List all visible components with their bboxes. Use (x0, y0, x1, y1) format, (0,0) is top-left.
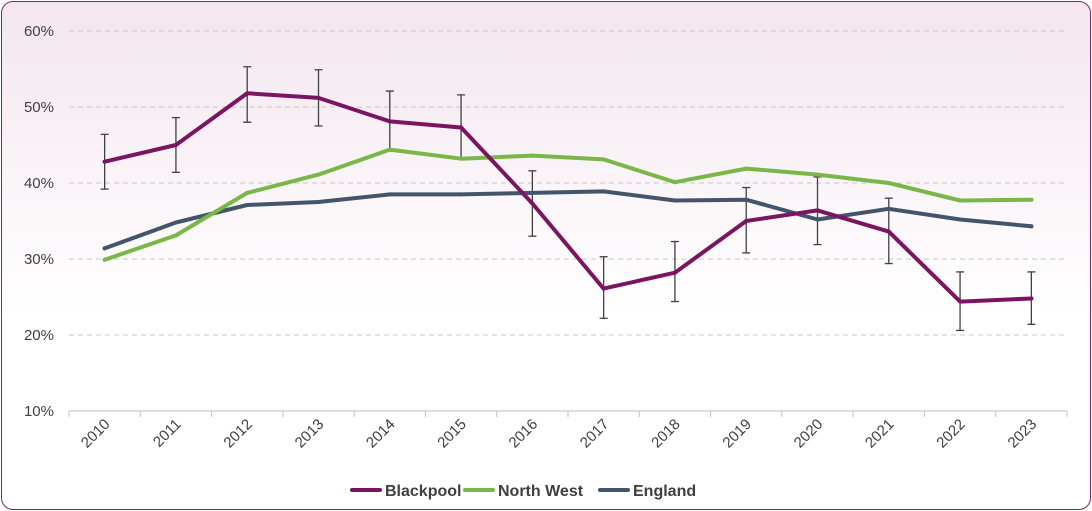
legend-item-england: England (598, 483, 696, 500)
x-tick-label: 2017 (577, 416, 613, 452)
y-axis-ticks: 10% 20% 30% 40% 50% 60% (24, 23, 54, 420)
data-point-blackpool (173, 143, 178, 147)
y-tick-label: 40% (24, 175, 54, 192)
data-point-blackpool (387, 119, 392, 124)
data-point-blackpool (102, 159, 107, 164)
series-line-north-west (102, 147, 1034, 262)
data-point-north-west (530, 153, 535, 158)
data-point-england (387, 192, 392, 197)
data-point-england (815, 217, 820, 222)
series-line-england (102, 189, 1034, 251)
data-point-blackpool (815, 208, 820, 213)
data-point-england (1029, 224, 1034, 229)
x-tick-label: 2019 (719, 416, 755, 452)
data-point-north-west (958, 198, 963, 203)
x-tick-label: 2010 (78, 416, 114, 452)
legend-item-blackpool: Blackpool (350, 483, 461, 500)
x-tick-label: 2012 (220, 416, 256, 452)
y-tick-label: 60% (24, 23, 54, 40)
legend-label: North West (498, 483, 584, 500)
series-line-blackpool (102, 91, 1034, 304)
legend-label: England (633, 483, 696, 500)
data-point-england (958, 217, 963, 222)
data-point-england (886, 206, 891, 211)
data-point-north-west (815, 172, 820, 177)
data-point-north-west (387, 147, 392, 152)
y-tick-label: 10% (24, 403, 54, 420)
legend: Blackpool North West England (350, 483, 696, 500)
x-tick-label: 2014 (363, 416, 399, 452)
x-tick-label: 2018 (648, 416, 684, 452)
data-point-england (173, 220, 178, 225)
data-point-north-west (1029, 197, 1034, 202)
data-point-england (530, 190, 535, 195)
data-point-blackpool (459, 125, 464, 130)
x-tick-label: 2023 (1005, 416, 1041, 452)
y-tick-label: 30% (24, 251, 54, 268)
data-point-blackpool (1029, 296, 1034, 301)
legend-item-north-west: North West (463, 483, 584, 500)
data-point-england (601, 189, 606, 194)
data-point-blackpool (530, 201, 535, 206)
data-point-england (744, 197, 749, 202)
data-point-north-west (744, 166, 749, 171)
data-point-blackpool (744, 219, 749, 223)
data-point-north-west (601, 157, 606, 162)
x-tick-label: 2016 (506, 416, 542, 452)
data-point-north-west (102, 257, 107, 262)
data-point-north-west (245, 190, 250, 195)
series-lines (102, 91, 1034, 304)
data-point-blackpool (886, 229, 891, 234)
gridlines (69, 30, 1067, 412)
x-tick-label: 2022 (933, 416, 969, 452)
data-point-blackpool (245, 91, 250, 96)
data-point-england (102, 246, 107, 251)
data-point-blackpool (601, 286, 606, 291)
x-tick-label: 2011 (150, 416, 185, 451)
data-point-blackpool (958, 299, 963, 304)
data-point-north-west (459, 156, 464, 161)
x-tick-label: 2021 (862, 416, 898, 452)
data-point-blackpool (672, 270, 677, 275)
data-point-england (459, 192, 464, 197)
data-point-north-west (316, 172, 321, 177)
x-tick-label: 2013 (292, 416, 328, 452)
legend-label: Blackpool (385, 483, 461, 500)
y-tick-label: 50% (24, 99, 54, 116)
data-point-england (316, 200, 321, 204)
data-point-north-west (173, 233, 178, 238)
x-axis-ticks: 2010 2011 2012 2013 2014 2015 2016 2017 2018 2019… (68, 411, 1068, 452)
data-point-north-west (886, 181, 891, 185)
y-tick-label: 20% (24, 327, 54, 344)
x-tick-label: 2020 (791, 416, 827, 452)
data-point-england (672, 198, 677, 203)
data-point-north-west (672, 180, 677, 185)
data-point-england (245, 203, 250, 208)
data-point-blackpool (316, 95, 321, 100)
x-tick-label: 2015 (434, 416, 470, 452)
